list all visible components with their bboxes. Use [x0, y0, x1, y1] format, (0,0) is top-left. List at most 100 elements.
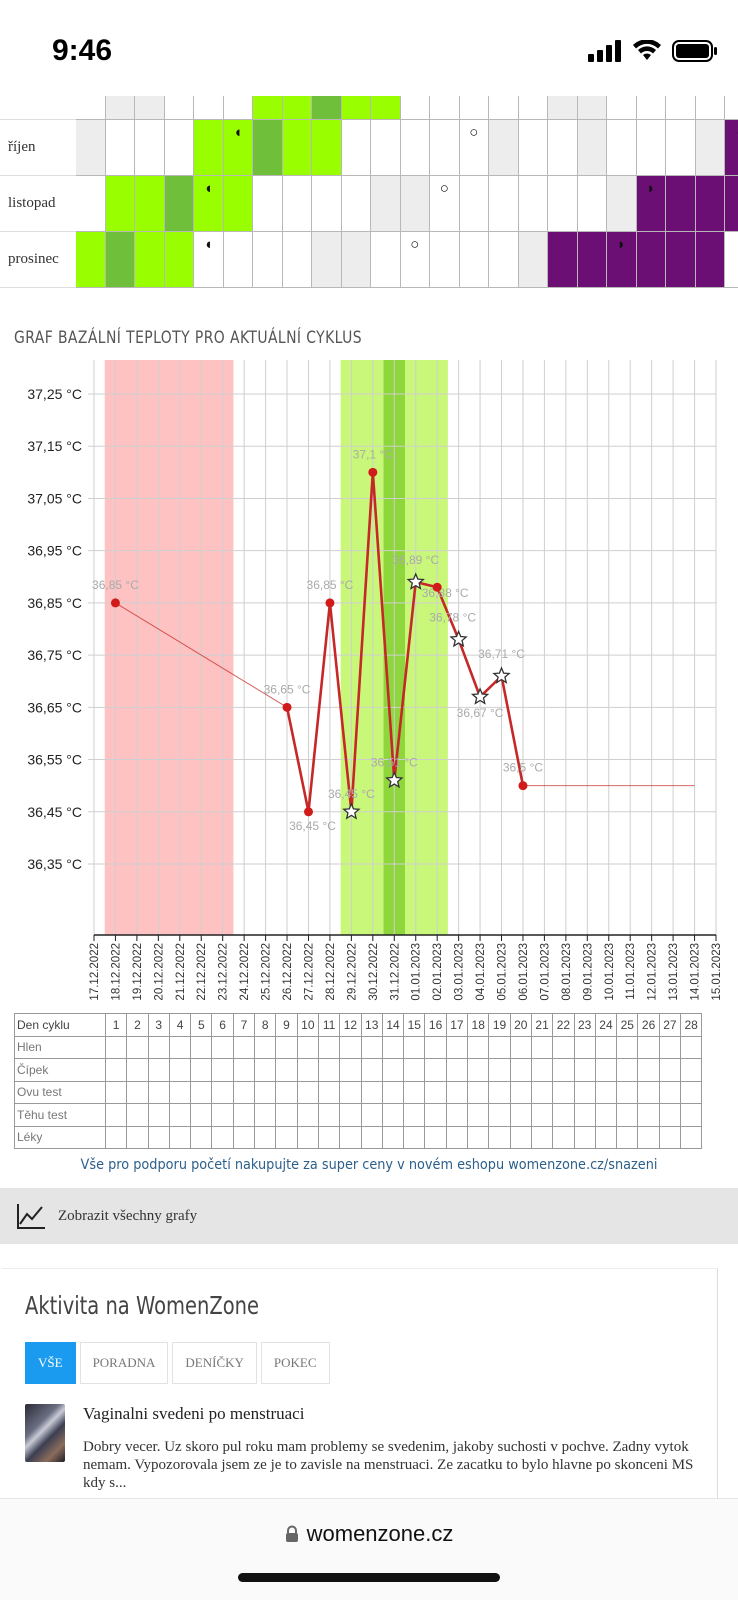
table-cell[interactable]	[126, 1125, 149, 1149]
table-cell[interactable]	[339, 1035, 362, 1059]
table-cell[interactable]	[424, 1125, 447, 1149]
calendar-day-cell[interactable]	[577, 120, 607, 176]
table-cell[interactable]	[232, 1058, 256, 1082]
calendar-day-cell[interactable]	[430, 232, 460, 288]
calendar-day-cell[interactable]	[725, 232, 738, 288]
table-cell[interactable]	[381, 1035, 405, 1059]
calendar-day-cell[interactable]	[76, 176, 106, 232]
table-cell[interactable]	[530, 1035, 554, 1059]
table-cell[interactable]	[680, 1125, 703, 1149]
table-cell[interactable]	[594, 1058, 618, 1082]
calendar-day-cell[interactable]	[253, 176, 283, 232]
eshop-promo-link[interactable]: Vše pro podporu početí nakupujte za supe…	[80, 1157, 658, 1173]
table-cell[interactable]	[254, 1058, 277, 1082]
calendar-day-cell[interactable]	[341, 232, 371, 288]
table-cell[interactable]	[296, 1125, 319, 1149]
table-cell[interactable]	[317, 1103, 341, 1127]
table-cell[interactable]	[594, 1035, 618, 1059]
table-cell[interactable]	[530, 1080, 554, 1104]
table-cell[interactable]	[530, 1103, 554, 1127]
table-cell[interactable]	[445, 1058, 469, 1082]
table-cell[interactable]	[467, 1080, 490, 1104]
table-cell[interactable]	[147, 1058, 170, 1082]
calendar-day-cell[interactable]	[135, 176, 165, 232]
calendar-day-cell[interactable]	[282, 232, 312, 288]
calendar-day-cell[interactable]	[636, 120, 666, 176]
calendar-day-cell[interactable]	[105, 176, 135, 232]
table-cell[interactable]	[680, 1035, 703, 1059]
table-cell[interactable]	[147, 1035, 170, 1059]
url-display[interactable]: womenzone.cz	[0, 1521, 738, 1547]
table-cell[interactable]	[509, 1103, 532, 1127]
table-cell[interactable]	[104, 1103, 128, 1127]
calendar-day-cell[interactable]: ○	[400, 232, 430, 288]
table-cell[interactable]	[680, 1103, 703, 1127]
calendar-day-cell[interactable]	[341, 176, 371, 232]
table-cell[interactable]	[467, 1058, 490, 1082]
table-cell[interactable]	[530, 1058, 554, 1082]
table-cell[interactable]	[637, 1125, 660, 1149]
table-cell[interactable]	[168, 1035, 192, 1059]
calendar-day-cell[interactable]	[164, 120, 194, 176]
calendar-day-cell[interactable]	[607, 176, 637, 232]
post-title[interactable]: Vaginalni svedeni po menstruaci	[83, 1404, 305, 1423]
tab-all[interactable]: VŠE	[25, 1342, 76, 1384]
table-cell[interactable]	[488, 1125, 511, 1149]
table-cell[interactable]	[381, 1058, 405, 1082]
table-cell[interactable]	[168, 1080, 192, 1104]
calendar-day-cell[interactable]: ◖	[194, 176, 224, 232]
table-cell[interactable]	[509, 1125, 532, 1149]
table-cell[interactable]	[296, 1103, 319, 1127]
table-cell[interactable]	[339, 1058, 362, 1082]
table-cell[interactable]	[211, 1035, 234, 1059]
table-cell[interactable]	[190, 1035, 213, 1059]
table-cell[interactable]	[339, 1125, 362, 1149]
calendar-day-cell[interactable]	[577, 176, 607, 232]
table-cell[interactable]	[275, 1058, 298, 1082]
table-cell[interactable]	[232, 1125, 256, 1149]
table-cell[interactable]	[616, 1035, 639, 1059]
table-cell[interactable]	[658, 1035, 682, 1059]
table-cell[interactable]	[339, 1080, 362, 1104]
calendar-day-cell[interactable]	[400, 176, 430, 232]
calendar-day-cell[interactable]	[312, 232, 342, 288]
table-cell[interactable]	[147, 1080, 170, 1104]
table-cell[interactable]	[488, 1080, 511, 1104]
calendar-day-cell[interactable]	[371, 176, 401, 232]
table-cell[interactable]	[616, 1080, 639, 1104]
calendar-day-cell[interactable]: ◖	[725, 120, 738, 176]
table-cell[interactable]	[360, 1058, 383, 1082]
table-cell[interactable]	[573, 1103, 596, 1127]
calendar-day-cell[interactable]	[459, 176, 489, 232]
calendar-day-cell[interactable]	[105, 120, 135, 176]
calendar-day-cell[interactable]	[695, 232, 725, 288]
calendar-day-cell[interactable]	[518, 176, 548, 232]
table-cell[interactable]	[573, 1058, 596, 1082]
table-cell[interactable]	[254, 1103, 277, 1127]
table-cell[interactable]	[424, 1080, 447, 1104]
table-cell[interactable]	[637, 1058, 660, 1082]
calendar-day-cell[interactable]	[253, 120, 283, 176]
calendar-day-cell[interactable]	[695, 176, 725, 232]
calendar-day-cell[interactable]: ◗	[607, 232, 637, 288]
table-cell[interactable]	[616, 1058, 639, 1082]
calendar-day-cell[interactable]: ◗	[636, 176, 666, 232]
table-cell[interactable]	[275, 1125, 298, 1149]
calendar-day-cell[interactable]	[666, 232, 696, 288]
calendar-day-cell[interactable]	[548, 176, 578, 232]
table-cell[interactable]	[658, 1058, 682, 1082]
table-cell[interactable]	[275, 1080, 298, 1104]
table-cell[interactable]	[552, 1080, 575, 1104]
calendar-day-cell[interactable]	[194, 120, 224, 176]
calendar-day-cell[interactable]	[253, 232, 283, 288]
table-cell[interactable]	[275, 1035, 298, 1059]
table-cell[interactable]	[147, 1103, 170, 1127]
table-cell[interactable]	[509, 1058, 532, 1082]
table-cell[interactable]	[403, 1058, 426, 1082]
calendar-day-cell[interactable]	[312, 176, 342, 232]
table-cell[interactable]	[424, 1103, 447, 1127]
table-cell[interactable]	[296, 1035, 319, 1059]
table-cell[interactable]	[360, 1035, 383, 1059]
table-cell[interactable]	[552, 1035, 575, 1059]
avatar[interactable]	[25, 1404, 65, 1462]
